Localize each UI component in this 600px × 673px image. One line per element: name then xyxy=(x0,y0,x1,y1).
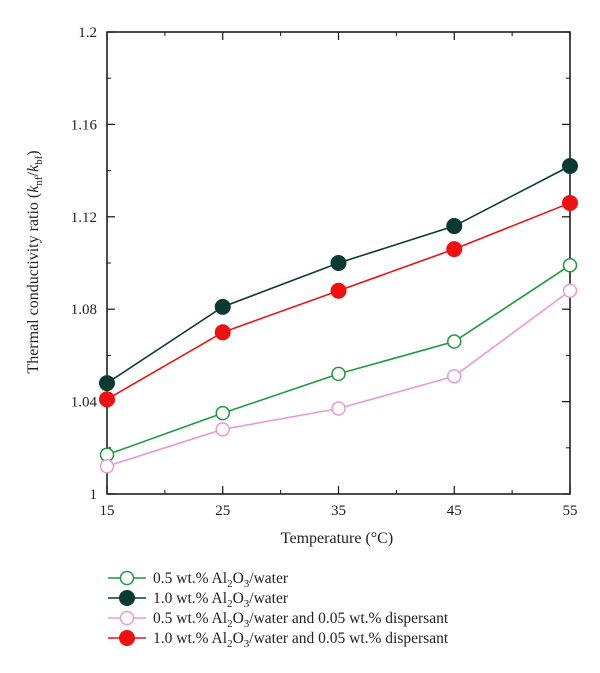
x-tick-label: 15 xyxy=(100,503,115,519)
y-tick-label: 1.2 xyxy=(78,25,97,41)
y-tick-label: 1.12 xyxy=(71,210,97,226)
y-tick-label: 1.04 xyxy=(71,395,98,411)
x-axis-title: Temperature (°C) xyxy=(281,530,393,547)
y-axis-title: Thermal conductivity ratio (knf/kbf) xyxy=(25,150,45,373)
series-3-point xyxy=(99,459,115,474)
legend-swatch-marker xyxy=(119,610,135,626)
series-2-point xyxy=(446,218,463,235)
series-3-point xyxy=(215,422,230,437)
series-2-point xyxy=(99,375,115,392)
series-2-point xyxy=(214,298,231,315)
y-tick-label: 1.16 xyxy=(71,117,98,133)
series-2-point xyxy=(562,157,578,174)
legend-swatch-marker xyxy=(119,630,135,646)
series-2-point xyxy=(330,255,347,271)
series-4-point xyxy=(446,241,463,258)
x-tick-label: 45 xyxy=(447,503,462,519)
axis-ticks: 15 25 35 45 55 1 1.04 1.08 1.12 1.16 1.2 xyxy=(71,25,578,519)
legend-label-4: 1.0 wt.% Al2O3/water and 0.05 wt.% dispe… xyxy=(153,630,449,650)
series-group xyxy=(99,157,578,474)
series-1-point xyxy=(215,405,230,421)
legend-swatch-marker xyxy=(119,570,135,586)
legend-swatch-marker xyxy=(119,590,135,606)
series-3-point xyxy=(447,368,462,384)
legend-label-1: 0.5 wt.% Al2O3/water xyxy=(153,570,289,590)
series-4-point xyxy=(330,282,347,299)
legend-label-3: 0.5 wt.% Al2O3/water and 0.05 wt.% dispe… xyxy=(153,610,449,630)
y-tick-label: 1 xyxy=(90,487,98,503)
series-4-point xyxy=(214,324,231,341)
series-1-point xyxy=(447,334,462,349)
x-tick-label: 25 xyxy=(215,503,230,519)
series-3-point xyxy=(331,401,346,416)
series-line-2 xyxy=(106,165,571,384)
series-3-point xyxy=(562,283,578,298)
series-1-point xyxy=(562,258,578,273)
series-4-point xyxy=(562,194,578,211)
series-1-point xyxy=(331,366,346,382)
x-tick-label: 55 xyxy=(563,503,578,519)
x-tick-label: 35 xyxy=(331,503,346,519)
series-4-point xyxy=(99,391,115,408)
legend-label-2: 1.0 wt.% Al2O3/water xyxy=(153,590,289,610)
y-tick-label: 1.08 xyxy=(71,302,97,318)
